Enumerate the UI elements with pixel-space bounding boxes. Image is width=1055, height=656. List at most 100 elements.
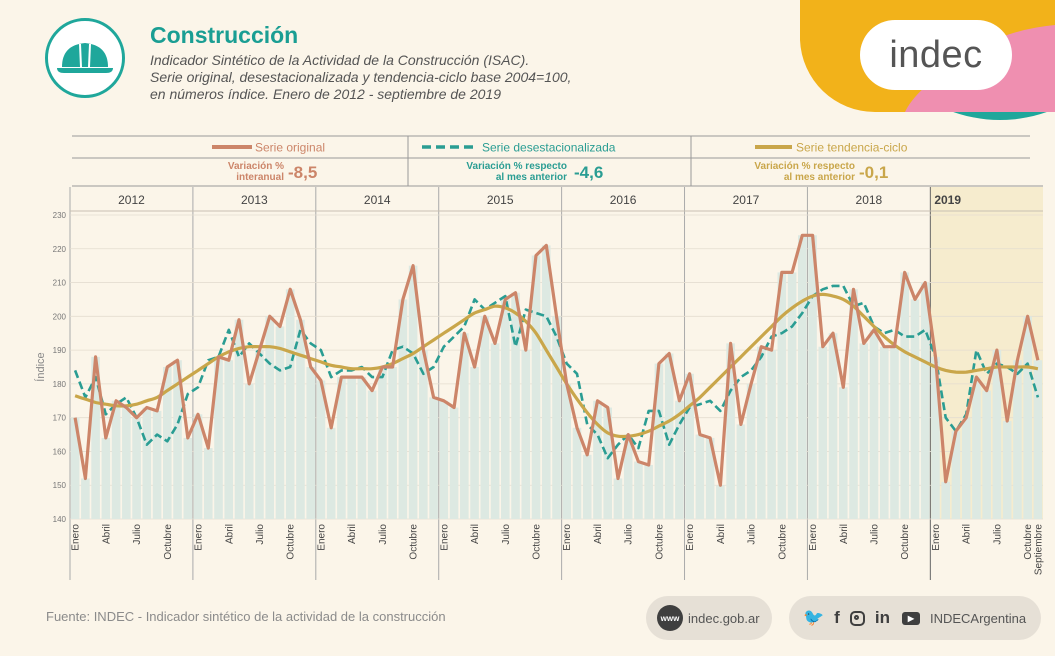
original-bar (408, 265, 418, 519)
original-bar (470, 367, 479, 519)
original-bar (685, 373, 694, 519)
social-links: 🐦 f in ▶ INDECArgentina (789, 596, 1041, 640)
legend-label-deseason: Serie desestacionalizada (482, 141, 616, 155)
original-bar (664, 353, 674, 519)
website-text: indec.gob.ar (688, 610, 760, 626)
original-bar (490, 343, 500, 519)
original-bar (388, 367, 397, 519)
original-bar (941, 481, 951, 519)
original-bar (1002, 421, 1012, 519)
original-bar (193, 414, 203, 519)
original-bar (716, 485, 725, 519)
original-bar (285, 289, 295, 519)
original-bar (972, 377, 981, 519)
year-label: 2016 (610, 193, 637, 207)
month-tick-label: Julio (624, 524, 635, 545)
original-bar (419, 350, 428, 519)
month-tick-label: Septiembre (1033, 524, 1044, 576)
year-label: 2013 (241, 193, 268, 207)
original-bar (572, 427, 582, 519)
year-label: 2019 (934, 193, 961, 207)
original-bar (173, 360, 182, 519)
month-tick-label: Abril (101, 524, 112, 544)
month-tick-label: Abril (962, 524, 973, 544)
original-bar (337, 377, 346, 519)
month-tick-label: Octubre (163, 524, 174, 560)
original-bar (890, 346, 899, 519)
original-bar (521, 350, 531, 519)
original-bar (162, 367, 172, 519)
original-bar (296, 319, 305, 519)
linkedin-icon[interactable]: in (874, 608, 890, 627)
original-bar (70, 417, 80, 519)
original-bar (808, 235, 817, 519)
original-bar (111, 400, 121, 519)
original-bar (541, 245, 551, 519)
month-tick-label: Julio (255, 524, 266, 545)
original-bar (961, 417, 971, 519)
y-tick-label: 220 (53, 245, 67, 254)
twitter-icon[interactable]: 🐦 (803, 608, 825, 627)
source-note: Fuente: INDEC - Indicador sintético de l… (46, 609, 446, 624)
original-bar (460, 333, 469, 519)
variation-label-trend: al mes anterior (784, 172, 855, 183)
original-bar (439, 400, 449, 519)
variation-value-trend: -0,1 (859, 163, 888, 182)
page-title: Construcción (150, 22, 299, 48)
original-bar (879, 346, 889, 519)
variation-value-original: -8,5 (288, 163, 317, 182)
original-bar (255, 350, 264, 519)
month-tick-label: Enero (562, 524, 573, 551)
month-tick-label: Abril (347, 524, 358, 544)
month-tick-label: Abril (716, 524, 727, 544)
original-bar (828, 333, 838, 519)
year-label: 2015 (487, 193, 514, 207)
facebook-icon[interactable]: f (834, 608, 840, 627)
original-bar (705, 437, 715, 519)
original-bar (480, 316, 490, 519)
original-bar (367, 390, 377, 519)
month-tick-label: Julio (501, 524, 512, 545)
original-bar (869, 329, 879, 519)
original-bar (849, 289, 858, 519)
isac-chart: Serie original Serie desestacionalizada Se… (34, 135, 1044, 580)
original-bar (726, 343, 735, 519)
month-tick-label: Julio (378, 524, 389, 545)
youtube-icon[interactable]: ▶ (901, 611, 920, 625)
original-bar (552, 316, 561, 519)
series-line-trend (74, 292, 1039, 439)
y-tick-label: 170 (53, 414, 67, 423)
original-bar (982, 390, 991, 519)
original-bar (398, 299, 408, 519)
month-tick-label: Enero (194, 524, 205, 551)
original-bar (224, 360, 234, 519)
original-bar (132, 417, 141, 519)
month-tick-label: Enero (316, 524, 327, 551)
year-label: 2018 (856, 193, 883, 207)
original-bar (203, 448, 213, 519)
year-label: 2012 (118, 193, 145, 207)
variation-label-deseason: Variación % respecto (466, 161, 567, 172)
original-bar (675, 400, 684, 519)
legend-label-original: Serie original (255, 141, 325, 155)
website-link[interactable]: www indec.gob.ar (646, 596, 772, 640)
legend-label-trend: Serie tendencia-ciclo (796, 141, 908, 155)
original-bar (767, 350, 776, 519)
original-bar (746, 383, 756, 519)
variation-label-trend: Variación % respecto (754, 161, 855, 172)
month-tick-label: Octubre (286, 524, 297, 560)
original-bar (357, 377, 367, 519)
original-bar (152, 410, 162, 519)
y-tick-label: 160 (53, 447, 67, 456)
y-tick-label: 190 (53, 346, 67, 355)
original-bar (500, 299, 510, 519)
original-bar (736, 424, 746, 519)
original-bar (603, 407, 613, 519)
instagram-icon[interactable] (849, 610, 865, 626)
year-label: 2014 (364, 193, 391, 207)
original-bar (183, 437, 193, 519)
original-bar (429, 397, 438, 519)
original-bar (798, 235, 807, 519)
month-tick-label: Enero (808, 524, 819, 551)
month-tick-label: Julio (992, 524, 1003, 545)
